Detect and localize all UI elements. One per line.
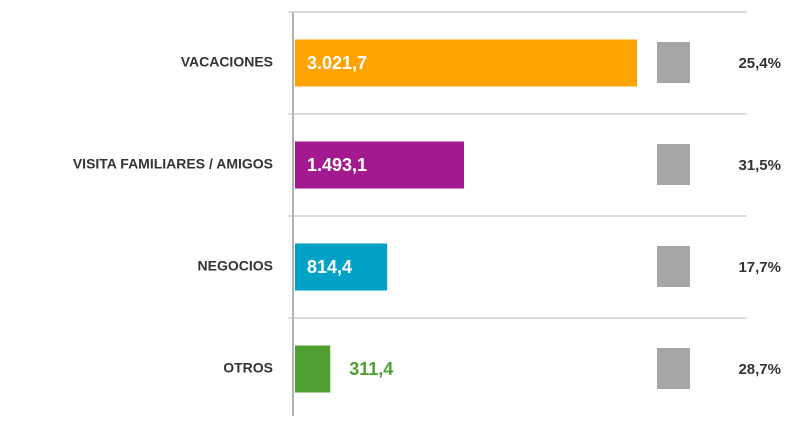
share-box bbox=[657, 246, 690, 287]
value-label: 3.021,7 bbox=[307, 53, 367, 73]
category-label: VISITA FAMILIARES / AMIGOS bbox=[73, 156, 273, 172]
value-label: 814,4 bbox=[307, 257, 352, 277]
bar bbox=[295, 141, 464, 189]
share-label: 31,5% bbox=[738, 157, 781, 174]
bar bbox=[295, 39, 637, 87]
category-label: OTROS bbox=[223, 360, 273, 376]
share-label: 17,7% bbox=[738, 259, 781, 276]
value-label: 311,4 bbox=[349, 359, 393, 379]
share-box bbox=[657, 42, 690, 83]
share-label: 28,7% bbox=[738, 361, 781, 378]
value-label: 1.493,1 bbox=[307, 155, 367, 175]
share-box bbox=[657, 144, 690, 185]
category-label: NEGOCIOS bbox=[198, 258, 273, 274]
category-label: VACACIONES bbox=[181, 54, 273, 70]
share-box bbox=[657, 348, 690, 389]
bar bbox=[295, 345, 331, 393]
share-label: 25,4% bbox=[738, 55, 781, 72]
bar bbox=[295, 243, 388, 291]
